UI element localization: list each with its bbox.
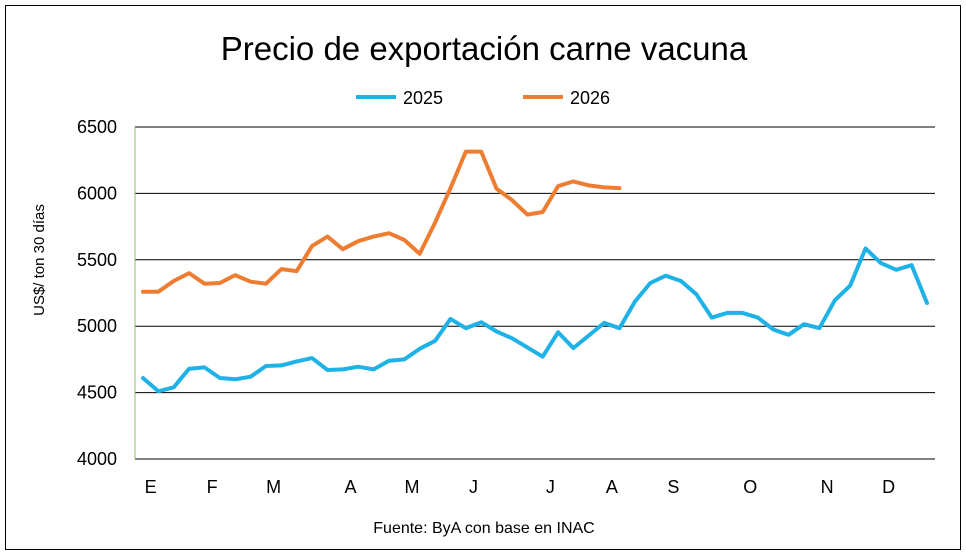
legend-label-2026: 2026 <box>570 88 610 108</box>
x-tick-label: M <box>266 477 281 497</box>
source-note: Fuente: ByA con base en INAC <box>373 520 594 537</box>
x-tick-label: F <box>207 477 218 497</box>
x-tick-label: O <box>743 477 757 497</box>
x-tick-label: N <box>821 477 834 497</box>
chart-title: Precio de exportación carne vacuna <box>221 30 748 67</box>
x-tick-label: M <box>405 477 420 497</box>
y-tick-label: 6500 <box>77 117 117 137</box>
y-tick-labels: 4000 4500 5000 5500 6000 6500 <box>77 117 117 469</box>
x-tick-label: E <box>145 477 157 497</box>
y-tick-label: 4000 <box>77 449 117 469</box>
y-tick-label: 5500 <box>77 250 117 270</box>
x-tick-label: A <box>345 477 357 497</box>
y-axis-label: US$/ ton 30 días <box>31 204 48 316</box>
x-tick-label: S <box>667 477 679 497</box>
series-lines <box>141 149 929 394</box>
y-tick-label: 5000 <box>77 316 117 336</box>
legend-label-2025: 2025 <box>403 88 443 108</box>
series-line-2026 <box>141 149 622 294</box>
gridlines <box>134 126 935 460</box>
y-tick-label: 6000 <box>77 183 117 203</box>
y-tick-label: 4500 <box>77 383 117 403</box>
x-tick-label: D <box>882 477 895 497</box>
x-tick-label: A <box>606 477 618 497</box>
x-tick-label: J <box>469 477 478 497</box>
series-line-2025 <box>141 246 929 394</box>
x-tick-label: J <box>546 477 555 497</box>
legend: 2025 2026 <box>356 88 610 108</box>
